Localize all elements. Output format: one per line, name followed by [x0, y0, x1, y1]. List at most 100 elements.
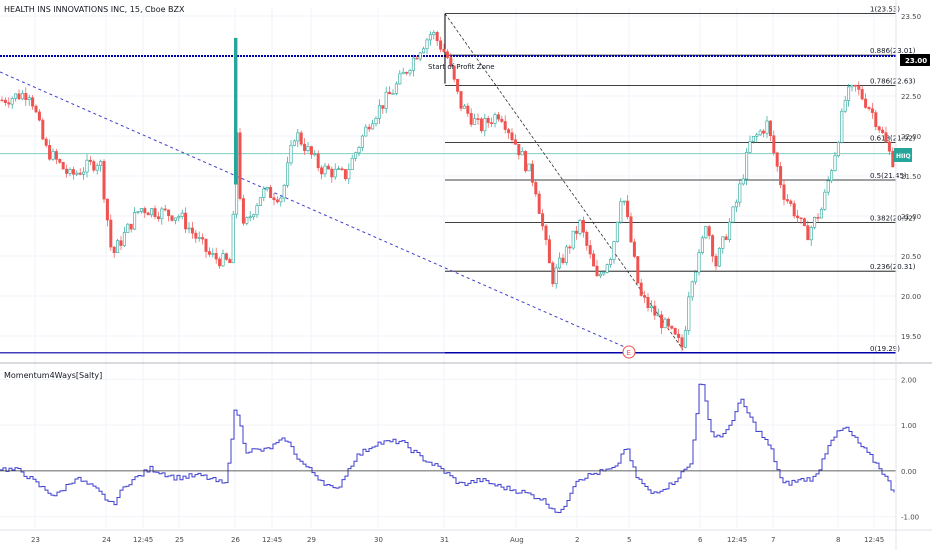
candle-body-699: [697, 252, 701, 273]
candle-body-169: [167, 209, 171, 217]
candle-body-400: [398, 73, 402, 85]
candle-body-539: [537, 193, 541, 214]
time-tick-7: 30: [374, 536, 383, 544]
candle-body-5: [3, 99, 7, 104]
candle-body-175: [173, 217, 177, 221]
time-tick-8: 31: [440, 536, 449, 544]
candle-body-818: [816, 216, 820, 219]
candle-body-855: [853, 84, 857, 87]
fib-label-7: 0(19.29): [870, 345, 900, 353]
candle-body-723: [721, 236, 725, 249]
momentum-tick-3: -1.00: [901, 514, 919, 522]
candle-body-277: [275, 199, 279, 203]
candle-body-777: [775, 152, 779, 167]
candle-body-376: [374, 117, 378, 125]
candle-body-12: [10, 98, 14, 105]
candle-body-56: [54, 151, 58, 160]
candle-body-107: [105, 198, 109, 221]
candle-body-434: [432, 32, 436, 36]
candle-body-240: [238, 132, 242, 199]
time-tick-6: 29: [307, 536, 316, 544]
candle-body-29: [27, 97, 31, 100]
candle-body-444: [442, 48, 446, 53]
candle-body-359: [357, 147, 361, 154]
candle-body-764: [762, 130, 766, 134]
candle-body-658: [656, 314, 660, 317]
candle-body-784: [782, 184, 786, 200]
candle-body-750: [748, 141, 752, 153]
last-price-label: 23.00: [905, 57, 927, 65]
candle-body-165: [163, 208, 167, 211]
candle-body-662: [660, 314, 664, 329]
candle-body-413: [411, 57, 415, 71]
candle-body-760: [758, 130, 762, 136]
candle-body-430: [428, 34, 432, 41]
candles: [0, 30, 895, 352]
momentum-axis[interactable]: 2.00 1.00 0.00 -1.00: [901, 376, 919, 521]
candle-body-876: [874, 112, 878, 127]
candle-body-747: [745, 152, 749, 180]
candle-body-665: [663, 318, 667, 329]
candle-body-186: [184, 212, 188, 230]
candle-body-26: [24, 93, 28, 100]
candle-body-291: [289, 144, 293, 164]
fib-label-4: 0.5(21.45): [870, 172, 907, 180]
candle-body-124: [122, 232, 126, 246]
candle-body-488: [486, 118, 490, 123]
candle-body-192: [190, 227, 194, 234]
candle-body-53: [51, 151, 55, 160]
candle-body-243: [241, 198, 245, 224]
candle-body-638: [636, 256, 640, 284]
fib-retracement[interactable]: 1(23.53) 0.886(23.01) 0.786(22.63) 0.618(21…: [445, 6, 916, 354]
candle-body-352: [350, 157, 354, 170]
candle-body-475: [473, 118, 477, 125]
candle-body-631: [629, 216, 633, 243]
candle-body-339: [337, 168, 341, 171]
candle-body-668: [666, 318, 670, 327]
candle-body-696: [694, 271, 698, 283]
candle-body-383: [381, 105, 385, 109]
candle-body-36: [34, 105, 38, 113]
price-tick-7: 20.00: [901, 293, 921, 301]
candle-body-264: [262, 188, 266, 198]
candle-body-743: [741, 178, 745, 185]
candle-body-509: [507, 129, 511, 134]
candle-body-46: [44, 138, 48, 146]
candle-body-284: [282, 184, 286, 199]
candle-body-648: [646, 297, 650, 308]
candle-body-373: [371, 123, 375, 130]
candle-body-594: [592, 253, 596, 267]
candle-body-679: [677, 333, 681, 338]
time-axis[interactable]: 23 24 12:45 25 26 12:45 29 30 31 Aug 2 5 6 12:45 7 8 12:…: [31, 536, 884, 544]
candle-body-250: [248, 216, 252, 219]
candle-body-19: [17, 93, 21, 100]
price-tick-5: 21.00: [901, 213, 921, 221]
candle-body-226: [224, 253, 228, 260]
candle-body-481: [479, 118, 483, 132]
candle-body-315: [313, 153, 317, 156]
candle-body-90: [88, 159, 92, 162]
candle-body-621: [619, 201, 623, 223]
candle-body-196: [194, 232, 198, 239]
candle-body-590: [588, 245, 592, 255]
event-marker[interactable]: E: [622, 345, 636, 359]
candle-body-131: [129, 223, 133, 230]
price-tick-2: 22.50: [901, 93, 921, 101]
candle-body-726: [724, 236, 728, 240]
candle-body-641: [639, 282, 643, 296]
candle-body-587: [585, 231, 589, 246]
candle-body-298: [296, 132, 300, 142]
start-profit-zone-label: Start of Profit Zone: [428, 63, 495, 71]
candle-body-512: [510, 132, 514, 141]
candle-body-879: [877, 126, 881, 131]
candle-body-651: [649, 305, 653, 308]
candle-body-209: [207, 251, 211, 255]
candle-body-798: [796, 215, 800, 219]
candle-body-801: [799, 217, 803, 220]
candle-body-138: [136, 211, 140, 213]
candle-body-393: [391, 92, 395, 95]
candle-body-230: [228, 259, 232, 264]
candle-body-39: [37, 111, 41, 121]
